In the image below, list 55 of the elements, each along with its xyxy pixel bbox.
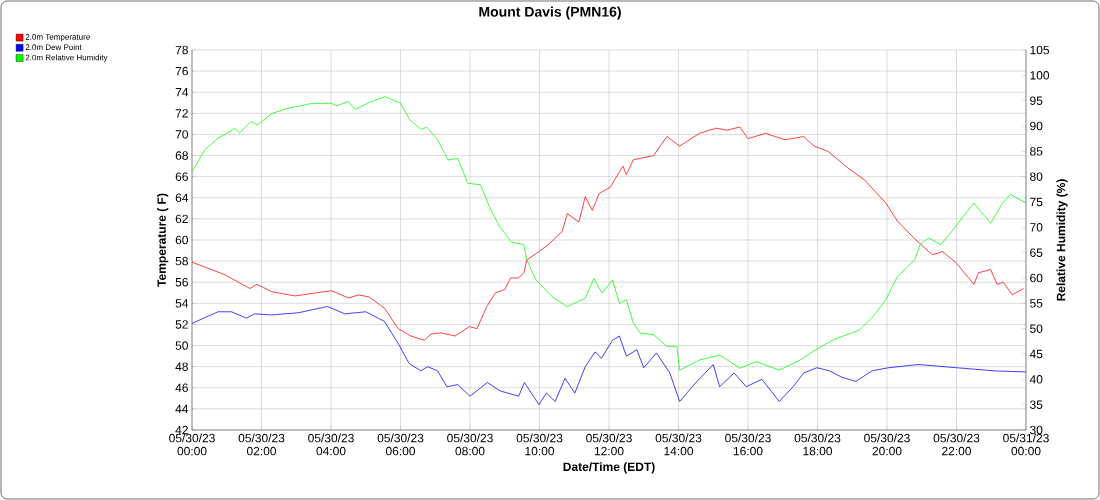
y2-tick-label: 95 bbox=[1030, 96, 1043, 105]
legend-label: 2.0m Dew Point bbox=[25, 44, 82, 51]
y-tick-label: 52 bbox=[175, 320, 188, 329]
y-tick-label: 60 bbox=[175, 235, 189, 245]
y2-tick-label: 100 bbox=[1030, 71, 1050, 80]
x-tick-label: 05/30/23 08:00 bbox=[447, 433, 493, 456]
y-tick-label: 58 bbox=[175, 256, 188, 266]
x-tick-label: 05/30/23 16:00 bbox=[725, 433, 771, 456]
y-tick-label: 62 bbox=[175, 214, 188, 224]
y-tick-label: 64 bbox=[175, 193, 189, 203]
y-tick-label: 74 bbox=[175, 88, 189, 97]
x-tick-label: 05/30/23 04:00 bbox=[308, 433, 354, 456]
y-tick-label: 68 bbox=[175, 151, 188, 160]
y2-tick-label: 30 bbox=[1029, 425, 1043, 435]
y-tick-label: 50 bbox=[175, 341, 189, 350]
y-tick-label: 66 bbox=[175, 172, 188, 181]
y-tick-label: 44 bbox=[175, 404, 189, 413]
x-tick-label: 05/30/23 22:00 bbox=[933, 433, 980, 456]
y2-tick-label: 60 bbox=[1030, 273, 1043, 283]
legend-label: 2.0m Relative Humidity bbox=[25, 54, 108, 62]
y-tick-label: 72 bbox=[175, 109, 188, 118]
y2-tick-label: 70 bbox=[1030, 223, 1043, 232]
y-tick-label: 70 bbox=[175, 130, 189, 139]
x-tick-label: 05/30/23 20:00 bbox=[864, 433, 910, 456]
y2-tick-label: 50 bbox=[1030, 324, 1043, 333]
y2-tick-label: 40 bbox=[1029, 375, 1043, 384]
y2-tick-label: 85 bbox=[1030, 147, 1043, 156]
y2-tick-label: 90 bbox=[1030, 121, 1043, 131]
y-tick-label: 54 bbox=[175, 299, 189, 308]
y2-tick-label: 105 bbox=[1030, 45, 1050, 55]
chart-title: Mount Davis (PMN16) bbox=[479, 6, 621, 20]
y2-axis-title: Relative Humidity (%) bbox=[1056, 179, 1068, 301]
y2-tick-label: 65 bbox=[1030, 248, 1043, 257]
y2-tick-label: 35 bbox=[1029, 400, 1043, 409]
y-tick-label: 46 bbox=[175, 383, 188, 393]
legend-label: 2.0m Temperature bbox=[25, 34, 90, 42]
x-tick-label: 05/30/23 12:00 bbox=[586, 433, 632, 456]
y-tick-label: 78 bbox=[175, 45, 188, 55]
y-tick-label: 48 bbox=[175, 362, 188, 371]
y2-tick-label: 80 bbox=[1030, 172, 1043, 181]
y2-tick-label: 55 bbox=[1030, 299, 1043, 308]
x-tick-label: 05/30/23 10:00 bbox=[516, 433, 563, 456]
y-tick-label: 76 bbox=[175, 66, 188, 76]
x-tick-label: 05/30/23 18:00 bbox=[794, 433, 841, 456]
y-tick-label: 42 bbox=[175, 425, 188, 435]
y2-tick-label: 75 bbox=[1030, 197, 1043, 207]
y-tick-label: 56 bbox=[175, 277, 188, 287]
y2-tick-label: 45 bbox=[1029, 349, 1043, 359]
x-axis-title: Date/Time (EDT) bbox=[563, 462, 655, 474]
x-tick-label: 05/30/23 00:00 bbox=[169, 433, 215, 456]
x-tick-label: 05/31/23 00:00 bbox=[1003, 433, 1049, 456]
y-axis-title: Temperature ( F) bbox=[157, 193, 169, 287]
x-tick-label: 05/30/23 14:00 bbox=[655, 433, 702, 456]
x-tick-label: 05/30/23 02:00 bbox=[238, 433, 285, 456]
x-tick-label: 05/30/23 06:00 bbox=[377, 433, 424, 456]
